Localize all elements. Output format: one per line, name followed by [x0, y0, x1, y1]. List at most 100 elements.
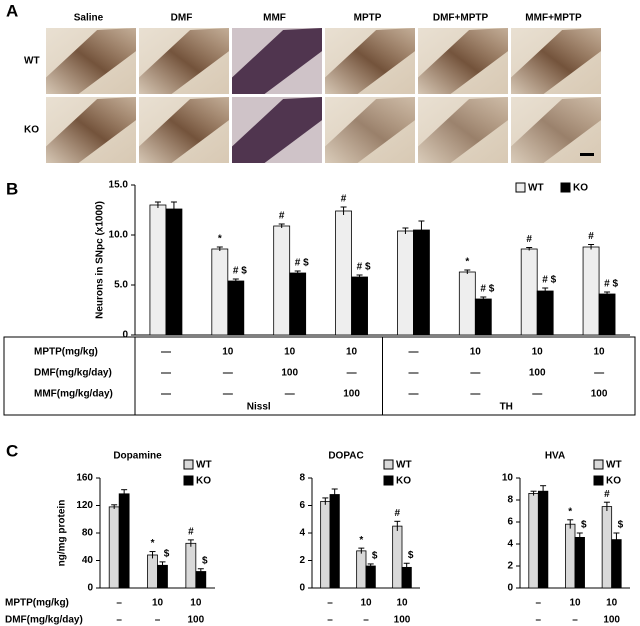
- y-axis-label: Neurons in SNpc (x1000): [95, 201, 106, 319]
- table-cell: 10: [532, 347, 544, 358]
- y-tick-label: 4: [507, 539, 513, 550]
- significance-label: *: [218, 234, 222, 245]
- significance-label: *: [359, 535, 363, 546]
- column-label: MPTP: [354, 13, 382, 24]
- y-tick-label: 160: [76, 473, 93, 484]
- table-row-label: DMF(mg/kg/day): [34, 368, 112, 379]
- table-cell: —: [161, 368, 171, 379]
- table-cell: 100: [343, 389, 360, 400]
- bar: [273, 225, 291, 336]
- table-cell: 100: [281, 368, 298, 379]
- row-label: KO: [24, 125, 39, 136]
- table-cell: 10: [360, 598, 372, 609]
- y-tick-label: 10.0: [109, 230, 129, 241]
- bar: [118, 493, 130, 589]
- bar: [149, 204, 167, 336]
- table-cell: 10: [284, 347, 296, 358]
- y-tick-label: 0: [507, 583, 513, 594]
- table-group-label: TH: [500, 402, 513, 413]
- table-cell: 10: [606, 598, 618, 609]
- table-cell: —: [408, 368, 418, 379]
- bar: [582, 246, 600, 336]
- legend-label: WT: [528, 183, 544, 194]
- bar: [574, 537, 585, 589]
- significance-label: # $: [480, 284, 494, 295]
- table-cell: –: [536, 615, 542, 626]
- significance-label: #: [526, 234, 532, 245]
- significance-label: #: [188, 527, 194, 538]
- legend-label: WT: [396, 460, 412, 471]
- table-cell: 10: [222, 347, 234, 358]
- bar: [147, 554, 158, 589]
- legend-swatch: [383, 475, 394, 486]
- stained-region: [325, 28, 415, 94]
- significance-label: # $: [542, 275, 556, 286]
- significance-label: # $: [233, 266, 247, 277]
- bar: [211, 248, 229, 336]
- bar: [458, 271, 476, 336]
- table-cell: –: [116, 598, 122, 609]
- y-tick-label: 4: [299, 528, 305, 539]
- significance-label: #: [604, 489, 610, 500]
- table-row-label: MPTP(mg/kg): [5, 598, 69, 609]
- significance-label: *: [151, 538, 155, 549]
- bar: [320, 500, 331, 589]
- table-cell: —: [223, 368, 233, 379]
- table-group-label: Nissl: [247, 402, 271, 413]
- y-tick-label: 40: [82, 555, 94, 566]
- bar: [329, 494, 340, 589]
- table-cell: –: [116, 615, 122, 626]
- table-cell: —: [161, 389, 171, 400]
- bar: [413, 229, 430, 336]
- row-label: WT: [24, 56, 40, 67]
- y-tick-label: 8: [299, 473, 305, 484]
- legend-label: KO: [573, 183, 588, 194]
- chart-title: DOPAC: [328, 451, 363, 462]
- bar: [474, 298, 492, 336]
- table-cell: 100: [529, 368, 546, 379]
- y-tick-label: 80: [82, 528, 94, 539]
- table-cell: —: [161, 347, 171, 358]
- table-row-label: MPTP(mg/kg): [34, 347, 98, 358]
- legend-label: WT: [196, 460, 212, 471]
- table-cell: —: [223, 389, 233, 400]
- bar: [528, 492, 539, 589]
- significance-label: $: [581, 520, 587, 531]
- bar: [536, 290, 554, 336]
- legend-swatch: [593, 475, 604, 486]
- table-cell: –: [327, 615, 333, 626]
- significance-label: $: [618, 520, 624, 531]
- table-cell: 100: [187, 615, 204, 626]
- bar: [598, 293, 616, 336]
- bar: [351, 276, 368, 336]
- stained-region: [232, 97, 322, 163]
- legend-swatch: [183, 459, 194, 470]
- bar: [185, 542, 197, 589]
- legend-swatch: [515, 182, 526, 193]
- y-tick-label: 8: [507, 495, 513, 506]
- significance-label: #: [395, 508, 401, 519]
- bar: [335, 210, 352, 336]
- table-cell: —: [594, 368, 604, 379]
- y-tick-label: 15.0: [109, 180, 129, 191]
- table-cell: —: [408, 389, 418, 400]
- bar: [565, 523, 576, 589]
- legend-label: KO: [606, 476, 621, 487]
- legend-swatch: [593, 459, 604, 470]
- significance-label: $: [202, 555, 208, 566]
- column-label: MMF: [263, 13, 286, 24]
- stained-region: [418, 28, 508, 94]
- table-cell: —: [470, 389, 480, 400]
- legend-swatch: [560, 182, 571, 193]
- table-cell: 10: [569, 598, 581, 609]
- y-tick-label: 0: [122, 330, 128, 341]
- significance-label: $: [164, 549, 170, 560]
- significance-label: #: [588, 231, 594, 242]
- bar: [392, 525, 403, 589]
- table-cell: —: [347, 368, 357, 379]
- chart-title: Dopamine: [113, 451, 162, 462]
- scale-bar: [580, 153, 594, 156]
- y-tick-label: 2: [507, 561, 513, 572]
- table-cell: –: [572, 615, 578, 626]
- significance-label: # $: [295, 258, 309, 269]
